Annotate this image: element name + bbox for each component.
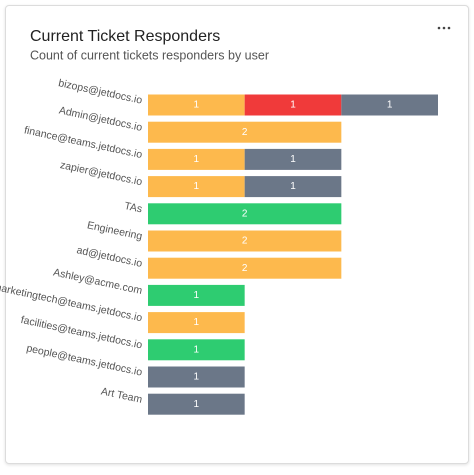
data-label: 1	[194, 317, 200, 328]
bar-segment	[148, 203, 342, 225]
data-label: 1	[290, 154, 296, 165]
bar-segment	[244, 148, 342, 170]
bar-segment	[148, 94, 245, 116]
bar-segment	[148, 284, 245, 306]
menu-dot	[447, 26, 451, 30]
bar-segment	[148, 393, 245, 415]
y-tick-label: Art Team	[100, 385, 144, 405]
data-label: 1	[290, 100, 296, 111]
data-label: 1	[194, 399, 200, 410]
bar-segment	[244, 176, 342, 198]
bar-segment	[148, 148, 245, 170]
data-label: 2	[242, 236, 248, 247]
bar-segment	[148, 339, 245, 361]
bar-segment	[148, 257, 342, 279]
y-tick-label: ad@jetdocs.io	[76, 244, 144, 270]
bar-segment	[148, 121, 342, 143]
chart-subtitle: Count of current tickets responders by u…	[30, 48, 269, 62]
bar-segment	[341, 94, 438, 116]
y-tick-label: Admin@jetdocs.io	[58, 104, 144, 133]
bar-segment	[148, 230, 342, 252]
data-label: 1	[194, 154, 200, 165]
data-label: 2	[242, 263, 248, 274]
y-tick-label: bizops@jetdocs.io	[57, 77, 143, 107]
data-label: 1	[194, 100, 200, 111]
menu-dot	[442, 26, 446, 30]
bar-segment	[148, 366, 245, 388]
y-tick-label: Ashley@acme.com	[52, 266, 143, 297]
data-label: 1	[194, 181, 200, 192]
data-label: 1	[290, 181, 296, 192]
data-label: 1	[194, 372, 200, 383]
data-label: 2	[242, 208, 248, 219]
more-menu[interactable]	[437, 26, 451, 30]
data-label: 1	[194, 290, 200, 301]
y-tick-label: TAs	[123, 200, 143, 215]
chart-title: Current Ticket Responders	[30, 28, 220, 45]
data-label: 1	[387, 100, 393, 111]
bar-segment	[244, 94, 342, 116]
data-label: 1	[194, 344, 200, 355]
y-tick-label: Engineering	[86, 219, 143, 242]
data-label: 2	[242, 127, 248, 138]
menu-dot	[437, 26, 441, 30]
y-tick-label: zapier@jetdocs.io	[59, 159, 143, 188]
bar-segment	[148, 176, 245, 198]
bar-segment	[148, 312, 245, 334]
